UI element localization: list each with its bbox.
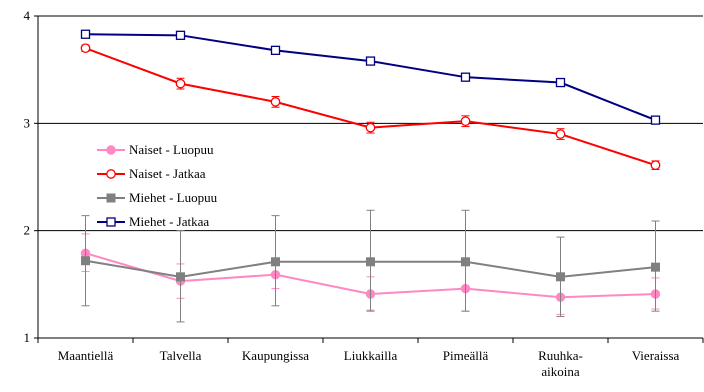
- y-axis-ticks: 1 2 3 4: [24, 8, 38, 345]
- legend-label: Naiset - Luopuu: [129, 142, 214, 157]
- legend-label: Miehet - Luopuu: [129, 190, 218, 205]
- legend-marker: [106, 193, 116, 203]
- series-3: [81, 209, 660, 323]
- x-tick-label: Ruuhka-aikoina: [538, 348, 583, 379]
- data-point: [365, 56, 376, 66]
- data-point: [460, 72, 471, 82]
- data-point: [270, 97, 281, 107]
- data-point: [175, 30, 186, 40]
- series-4: [80, 29, 661, 125]
- x-axis-ticks: Maantiellä Talvella Kaupungissa Liukkailla P…: [37, 338, 704, 379]
- series-line: [85, 33, 656, 122]
- x-tick-label: Kaupungissa: [242, 348, 309, 363]
- legend-label: Naiset - Jatkaa: [129, 166, 206, 181]
- axes: [37, 16, 703, 339]
- data-point: [460, 116, 471, 127]
- data-point: [176, 272, 185, 282]
- data-point: [366, 257, 375, 267]
- legend-item: Miehet - Luopuu: [97, 190, 218, 205]
- legend: Naiset - Luopuu Naiset - Jatkaa Miehet - L…: [97, 142, 218, 229]
- data-point: [271, 257, 280, 267]
- x-tick-label: Maantiellä: [58, 348, 114, 363]
- x-tick-label: Vieraissa: [632, 348, 680, 363]
- data-point: [365, 122, 376, 133]
- legend-marker: [106, 217, 116, 227]
- data-point: [270, 45, 281, 55]
- data-point: [650, 160, 661, 171]
- series-group: [80, 29, 661, 323]
- series-2: [80, 43, 661, 171]
- data-point: [555, 129, 566, 139]
- legend-item: Naiset - Luopuu: [97, 142, 214, 157]
- data-point: [461, 257, 470, 267]
- y-tick-label: 3: [24, 115, 31, 130]
- legend-item: Naiset - Jatkaa: [97, 166, 206, 181]
- x-tick-label: Liukkailla: [344, 348, 398, 363]
- data-point: [175, 78, 186, 89]
- data-point: [556, 272, 565, 282]
- data-point: [650, 115, 661, 125]
- legend-marker: [106, 169, 116, 179]
- y-tick-label: 2: [24, 223, 31, 238]
- x-tick-label: Talvella: [160, 348, 202, 363]
- data-point: [80, 29, 91, 39]
- legend-item: Miehet - Jatkaa: [97, 214, 209, 229]
- data-point: [81, 256, 90, 266]
- legend-label: Miehet - Jatkaa: [129, 214, 209, 229]
- data-point: [555, 77, 566, 88]
- y-tick-label: 4: [24, 8, 31, 23]
- data-point: [80, 43, 91, 54]
- data-point: [651, 262, 660, 272]
- legend-marker: [106, 145, 116, 155]
- x-tick-label: Pimeällä: [443, 348, 489, 363]
- y-tick-label: 1: [24, 330, 31, 345]
